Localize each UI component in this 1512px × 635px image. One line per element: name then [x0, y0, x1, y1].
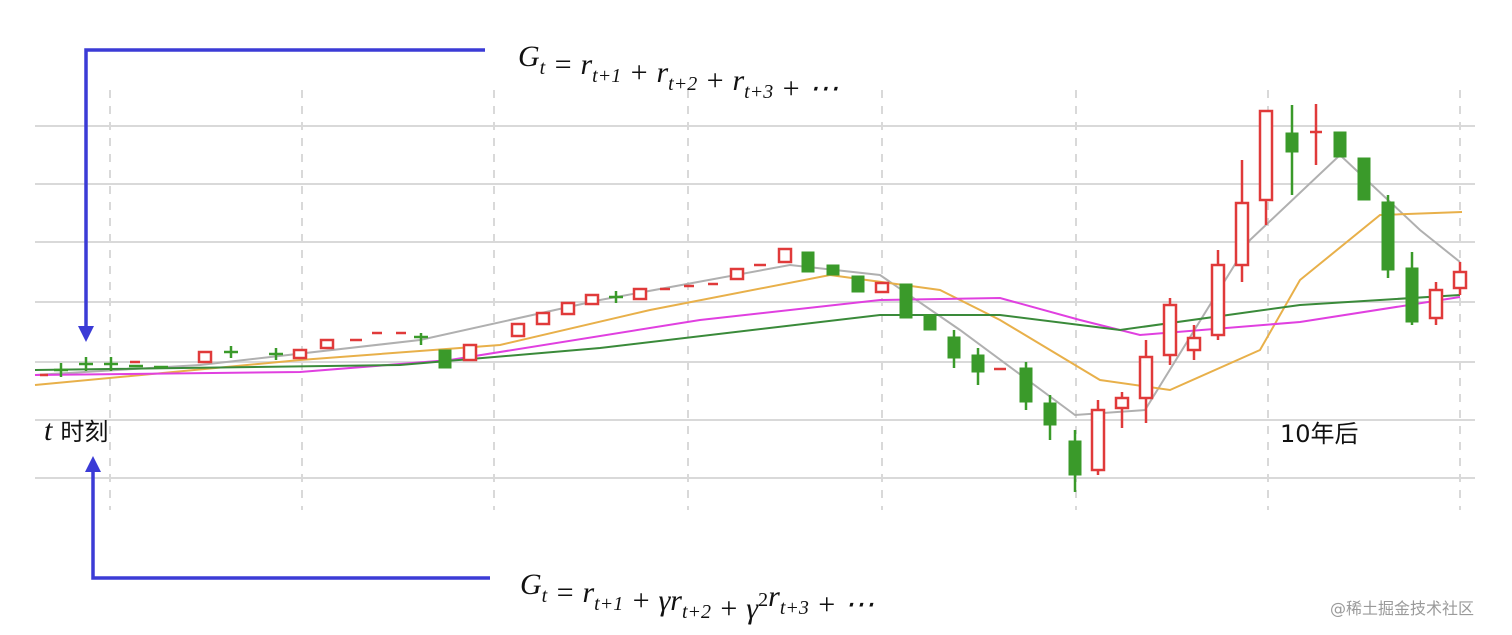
superscript: 2 — [758, 589, 768, 611]
candle — [729, 267, 745, 281]
arrow-head — [85, 456, 101, 472]
vertical-grid — [109, 90, 1461, 510]
candle — [1019, 367, 1033, 403]
candle — [1381, 201, 1395, 271]
candle — [826, 264, 840, 276]
watermark: @稀土掘金技术社区 — [1330, 599, 1474, 618]
candle — [777, 247, 793, 264]
candle — [319, 338, 335, 350]
subscript: t+2 — [682, 601, 711, 623]
moving-averages — [34, 153, 1463, 417]
subscript: t — [542, 585, 548, 607]
subscript: t+3 — [780, 597, 809, 619]
formula: Gt = rt+1 + γrt+2 + γ2rt+3 + ⋯ — [520, 568, 874, 625]
candle — [1258, 109, 1274, 202]
candle — [947, 336, 961, 359]
formula: Gt = rt+1 + rt+2 + rt+3 + ⋯ — [518, 40, 838, 105]
candle — [1333, 131, 1347, 158]
formula-part: r — [732, 64, 744, 97]
candle — [632, 287, 648, 301]
formula-part: + ⋯ — [809, 588, 874, 621]
candle — [1234, 201, 1250, 267]
formula-part: γ — [746, 592, 759, 625]
candle — [923, 314, 937, 331]
variable: t — [44, 414, 53, 447]
subscript: t — [540, 57, 546, 79]
candle — [1405, 267, 1419, 323]
candle — [1090, 408, 1106, 472]
falling-candles — [54, 105, 1419, 492]
candle — [510, 322, 526, 338]
candle — [584, 293, 600, 306]
ma-line — [34, 153, 1461, 417]
subscript: t+1 — [592, 65, 621, 87]
candle — [438, 349, 452, 369]
candle — [560, 301, 576, 316]
formula-part: = — [547, 576, 582, 609]
ma-line — [34, 296, 1461, 376]
candle — [535, 311, 551, 326]
top-bracket — [84, 48, 485, 332]
candle — [462, 343, 478, 362]
ma-line — [34, 294, 1461, 371]
brackets — [78, 48, 490, 580]
formula-part: + — [623, 584, 658, 617]
formula-part: + — [697, 64, 732, 97]
candle — [197, 350, 213, 364]
formula-part: r — [580, 48, 592, 81]
subscript: t+1 — [594, 593, 623, 615]
arrow-head — [78, 326, 94, 342]
end-label: 10年后 — [1280, 420, 1359, 448]
subscript: t+3 — [744, 81, 773, 103]
formula-part: r — [582, 576, 594, 609]
candle — [851, 275, 865, 293]
formula-part: + — [711, 592, 746, 625]
formula-part: γr — [658, 584, 682, 617]
formula-part: = — [545, 48, 580, 81]
candle — [292, 348, 308, 360]
formula-part: r — [768, 580, 780, 613]
candle — [971, 354, 985, 373]
candle — [1186, 336, 1202, 352]
ma-line — [34, 211, 1463, 392]
candle — [1210, 263, 1226, 337]
candle — [874, 281, 890, 294]
wicks — [54, 105, 1414, 492]
subscript: t+2 — [668, 73, 697, 95]
bottom-bracket — [91, 466, 490, 580]
rising-candles — [40, 104, 1468, 475]
candle — [1068, 440, 1082, 476]
formula-part: + ⋯ — [773, 72, 838, 105]
candle — [899, 283, 913, 319]
candle — [1285, 132, 1299, 153]
candle — [1357, 157, 1371, 201]
formula-part: G — [520, 568, 542, 601]
candle — [1452, 270, 1468, 290]
label-text: 时刻 — [60, 418, 108, 446]
start-label: t 时刻 — [44, 414, 108, 447]
formula-part: G — [518, 40, 540, 73]
formula-part: + — [621, 56, 656, 89]
candle — [1114, 396, 1130, 410]
candle — [1043, 402, 1057, 426]
candle — [1138, 355, 1154, 400]
candle — [801, 251, 815, 273]
candle — [1162, 303, 1178, 357]
formula-part: r — [656, 56, 668, 89]
candle — [1428, 288, 1444, 320]
